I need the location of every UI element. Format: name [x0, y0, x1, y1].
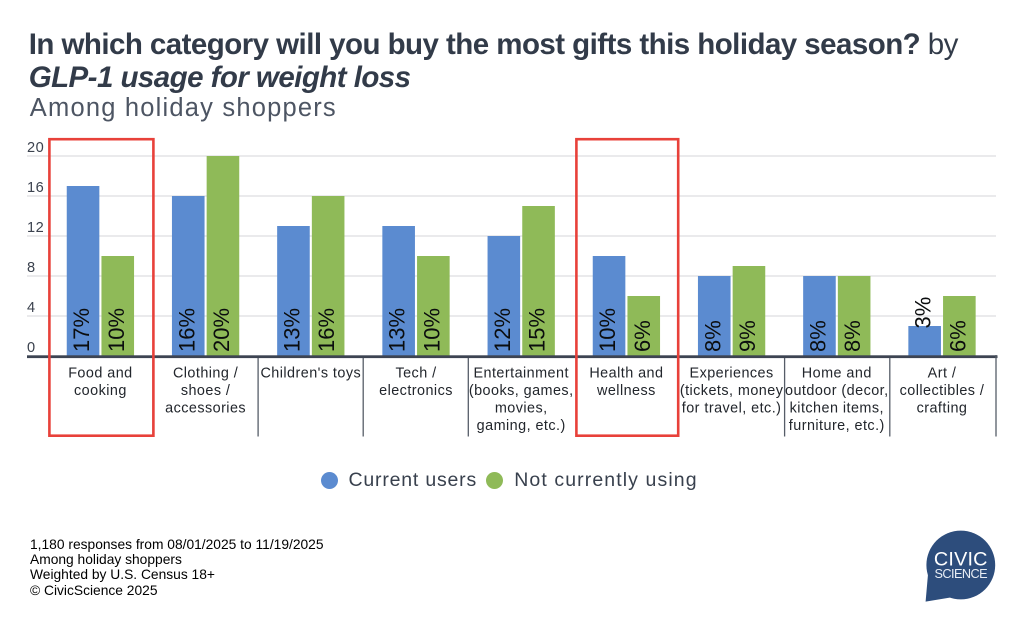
- svg-text:electronics: electronics: [379, 383, 453, 399]
- svg-text:Clothing /: Clothing /: [173, 365, 238, 381]
- svg-text:8%: 8%: [840, 320, 865, 352]
- svg-text:17%: 17%: [69, 308, 94, 352]
- svg-text:Tech /: Tech /: [395, 365, 436, 381]
- svg-text:accessories: accessories: [165, 400, 246, 416]
- svg-text:CIVIC: CIVIC: [934, 549, 988, 571]
- svg-text:13%: 13%: [385, 308, 410, 352]
- svg-text:16: 16: [27, 180, 44, 196]
- svg-text:4: 4: [27, 300, 36, 316]
- svg-text:outdoor (decor,: outdoor (decor,: [785, 383, 889, 399]
- svg-text:0: 0: [27, 340, 36, 356]
- svg-text:Food and: Food and: [68, 365, 132, 381]
- svg-text:8%: 8%: [700, 320, 725, 352]
- svg-text:cooking: cooking: [74, 383, 127, 399]
- svg-text:kitchen items,: kitchen items,: [790, 400, 884, 416]
- svg-text:for travel, etc.): for travel, etc.): [682, 400, 782, 416]
- svg-text:8%: 8%: [805, 320, 830, 352]
- svg-text:6%: 6%: [630, 320, 655, 352]
- svg-text:furniture, etc.): furniture, etc.): [789, 418, 885, 434]
- svg-text:20: 20: [27, 140, 44, 156]
- svg-text:15%: 15%: [525, 308, 550, 352]
- svg-text:Art /: Art /: [928, 365, 957, 381]
- svg-text:Experiences: Experiences: [690, 365, 774, 381]
- svg-text:gaming, etc.): gaming, etc.): [477, 418, 566, 434]
- svg-text:movies,: movies,: [495, 400, 548, 416]
- svg-text:12: 12: [27, 220, 44, 236]
- svg-text:8: 8: [27, 260, 36, 276]
- svg-text:(books, games,: (books, games,: [469, 383, 574, 399]
- svg-text:Home and: Home and: [802, 365, 872, 381]
- svg-text:Entertainment: Entertainment: [473, 365, 568, 381]
- svg-text:10%: 10%: [419, 308, 444, 352]
- svg-text:20%: 20%: [209, 308, 234, 352]
- svg-text:3%: 3%: [911, 297, 936, 329]
- svg-text:collectibles /: collectibles /: [900, 383, 985, 399]
- svg-text:(tickets, money: (tickets, money: [680, 383, 784, 399]
- svg-text:crafting: crafting: [917, 400, 968, 416]
- svg-text:Health and: Health and: [589, 365, 663, 381]
- svg-text:12%: 12%: [490, 308, 515, 352]
- svg-text:16%: 16%: [314, 308, 339, 352]
- svg-text:16%: 16%: [174, 308, 199, 352]
- svg-text:wellness: wellness: [596, 383, 656, 399]
- svg-text:10%: 10%: [595, 308, 620, 352]
- svg-text:10%: 10%: [104, 308, 129, 352]
- svg-text:13%: 13%: [279, 308, 304, 352]
- svg-text:Children's toys: Children's toys: [260, 365, 361, 381]
- svg-text:6%: 6%: [945, 320, 970, 352]
- svg-text:shoes /: shoes /: [181, 383, 231, 399]
- svg-text:SCIENCE: SCIENCE: [935, 567, 988, 581]
- svg-text:9%: 9%: [735, 320, 760, 352]
